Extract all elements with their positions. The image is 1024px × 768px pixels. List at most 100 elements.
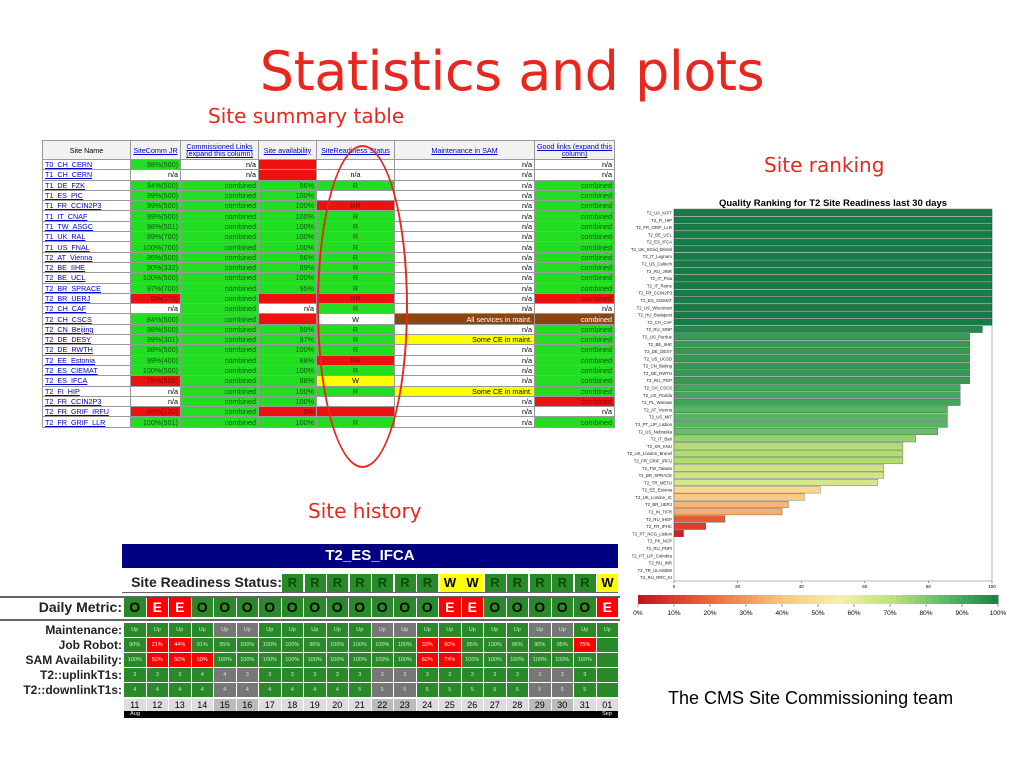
colorbar-segment <box>950 595 957 604</box>
jobrobot-cell: 95%(500) <box>130 251 181 263</box>
ranking-category-label: T2_IT_Pisa <box>650 276 673 281</box>
history-value-cell: 3 <box>124 668 146 682</box>
jobrobot-cell: 99%(400) <box>130 354 181 366</box>
ranking-bar <box>673 355 970 362</box>
rows-divider <box>0 619 620 621</box>
jobrobot-cell: 98%(500) <box>130 344 181 356</box>
ranking-category-label: T2_UK_London_Brunel <box>627 451 672 456</box>
links-cell: combined <box>180 282 259 294</box>
ranking-category-label: T2_FI_HIP <box>651 218 672 223</box>
status-cell: R <box>507 574 528 592</box>
jobrobot-cell: 94%(500) <box>130 179 181 191</box>
good-links-cell: combined <box>534 313 615 325</box>
site-name-link[interactable]: T2_CH_CSCS <box>42 313 131 325</box>
ranking-category-label: T2_IT_Rome <box>647 283 673 288</box>
good-links-cell: combined <box>534 344 615 356</box>
site-name-link[interactable]: T1_DE_FZK <box>42 179 131 191</box>
header-good-links[interactable]: Good links (expand this column) <box>534 140 615 160</box>
history-value-cell: 100% <box>259 638 281 652</box>
site-name-link[interactable]: T2_BE_IIHE <box>42 261 131 274</box>
ranking-bar <box>673 522 706 530</box>
maintenance-cell: n/a <box>394 303 535 315</box>
availability-cell: 100% <box>258 200 317 212</box>
maintenance-cell: Some CE in maint. <box>394 334 535 346</box>
maintenance-cell: n/a <box>394 354 535 366</box>
site-name-link[interactable]: T2_BR_SPRACE <box>42 282 131 294</box>
site-name-link[interactable]: T2_DE_RWTH <box>42 344 131 356</box>
metric-cell: O <box>259 597 281 617</box>
site-name-link[interactable]: T2_FR_GRIF_IRFU <box>42 406 131 418</box>
history-value-cell: Up <box>214 623 236 637</box>
site-name-link[interactable]: T2_CN_Beijing <box>42 323 131 336</box>
site-name-link[interactable]: T1_ES_PIC <box>42 189 131 202</box>
ranking-bar <box>673 296 993 304</box>
site-name-link[interactable]: T2_FI_HIP <box>42 385 131 397</box>
maintenance-cell: n/a <box>394 375 535 387</box>
availability-cell: 96% <box>258 251 317 263</box>
site-name-link[interactable]: T2_EE_Estonia <box>42 354 131 366</box>
maintenance-cell: n/a <box>394 416 535 428</box>
site-name-link[interactable]: T2_ES_CIEMAT <box>42 364 131 377</box>
day-label: 17 <box>259 699 281 711</box>
ranking-category-label: T2_US_Purdue <box>642 334 672 339</box>
good-links-cell: combined <box>534 272 615 284</box>
site-name-link[interactable]: T2_DE_DESY <box>42 334 131 346</box>
site-name-link[interactable]: T1_FR_CCIN2P3 <box>42 200 131 212</box>
maintenance-cell: All services in maint. <box>394 313 535 325</box>
links-cell: combined <box>180 313 259 325</box>
site-name-link[interactable]: T1_IT_CNAF <box>42 210 131 222</box>
links-cell: combined <box>180 416 259 428</box>
maintenance-cell: n/a <box>394 179 535 191</box>
good-links-cell: combined <box>534 210 615 222</box>
header-site-availability[interactable]: Site availability <box>258 140 317 160</box>
header-commissioned-links[interactable]: Commissioned Links (expand this column) <box>180 140 259 160</box>
history-site-banner: T2_ES_IFCA <box>122 544 618 568</box>
site-name-link[interactable]: T2_AT_Vienna <box>42 251 131 263</box>
maintenance-cell: n/a <box>394 344 535 356</box>
colorbar-segment <box>866 595 873 604</box>
history-value-cell: 100% <box>484 653 506 667</box>
maintenance-cell: Some CE in maint. <box>394 385 535 397</box>
site-name-link[interactable]: T2_BE_UCL <box>42 272 131 284</box>
ranking-bar <box>673 515 726 523</box>
ranking-bar <box>673 245 993 253</box>
colorbar-segment <box>698 595 705 604</box>
site-name-link[interactable]: T1_US_FNAL <box>42 241 131 253</box>
history-value-cell <box>596 638 618 652</box>
site-name-link[interactable]: T2_FR_GRIF_LLR <box>42 416 131 428</box>
header-maintenance[interactable]: Maintenance in SAM <box>394 140 535 160</box>
site-name-link[interactable]: T2_CH_CAF <box>42 303 131 315</box>
metric-cell: O <box>349 597 371 617</box>
summary-header-row: Site Name SiteComm JR Commissioned Links… <box>42 140 615 160</box>
history-value-cell: 90% <box>529 638 551 652</box>
x-tick-label: 100 <box>988 584 996 589</box>
history-value-cell: Up <box>146 623 168 637</box>
header-site-name[interactable]: Site Name <box>42 140 131 160</box>
jobrobot-cell: 99%(500) <box>130 200 181 212</box>
site-name-link[interactable]: T2_ES_IFCA <box>42 375 131 387</box>
table-row: T0_CH_CERN 98%(500) n/a n/a n/a <box>42 158 615 171</box>
site-name-link[interactable]: T1_UK_RAL <box>42 231 131 243</box>
site-name-link[interactable]: T2_BR_UERJ <box>42 292 131 305</box>
site-name-link[interactable]: T1_TW_ASGC <box>42 220 131 233</box>
history-value-cell: 100% <box>326 638 348 652</box>
history-value-cell: Up <box>236 623 258 637</box>
site-name-link[interactable]: T0_CH_CERN <box>42 158 131 171</box>
day-label: 22 <box>371 699 393 711</box>
maintenance-cell: n/a <box>394 231 535 243</box>
history-value-cell <box>596 653 618 667</box>
site-name-link[interactable]: T1_CH_CERN <box>42 169 131 181</box>
jobrobot-cell: n/a <box>130 169 181 181</box>
ranking-bar <box>673 449 904 457</box>
maintenance-cell: n/a <box>394 189 535 202</box>
history-value-cell: Up <box>349 623 371 637</box>
colorbar-segment <box>986 595 993 604</box>
header-sitecomm-jr[interactable]: SiteComm JR <box>130 140 181 160</box>
site-name-link[interactable]: T2_FR_CCIN2P3 <box>42 395 131 408</box>
ranking-bar <box>673 369 970 377</box>
jobrobot-cell: 76%(500) <box>130 375 181 387</box>
day-label: 15 <box>214 699 236 711</box>
ranking-category-label: T2_ES_CIEMAT <box>641 298 673 303</box>
